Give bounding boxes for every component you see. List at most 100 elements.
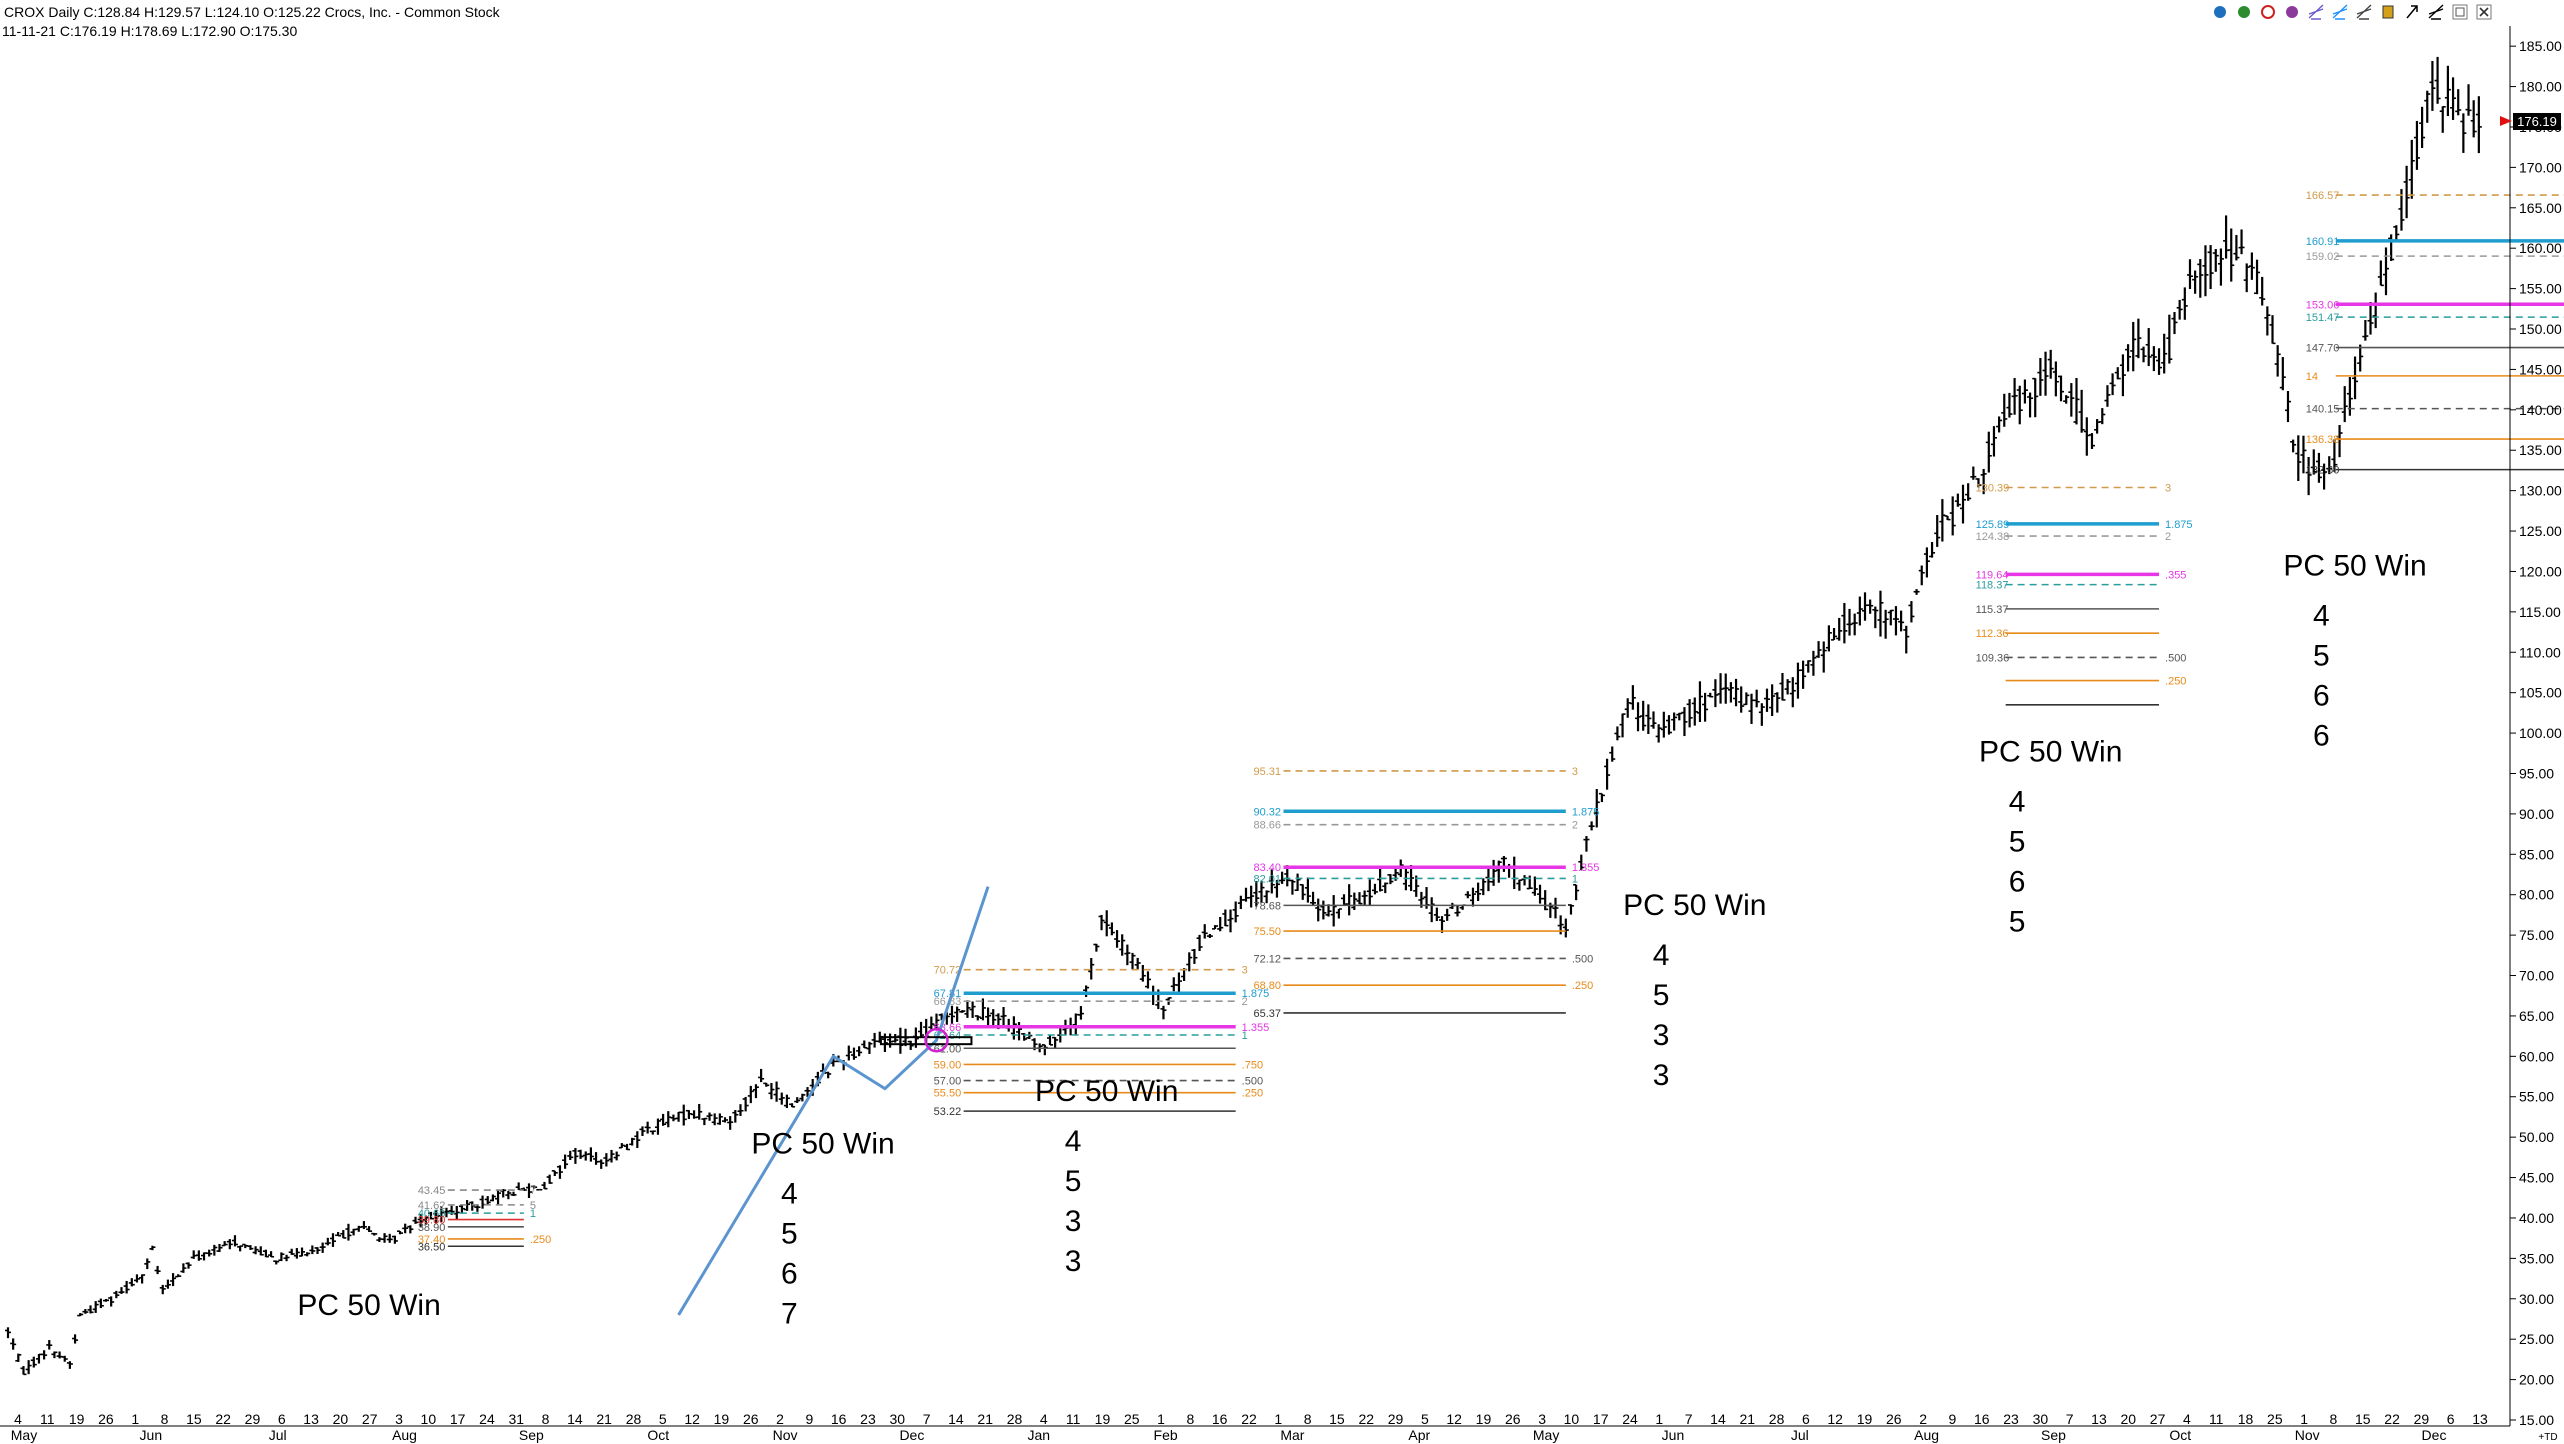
month-label: Oct bbox=[2169, 1427, 2191, 1443]
fib-level-label: 37.40 bbox=[418, 1234, 446, 1246]
price-bar bbox=[366, 1226, 373, 1232]
fib-level-ratio: 7 bbox=[530, 1185, 536, 1197]
price-bar bbox=[2290, 439, 2297, 453]
pc-annotation: PC 50 Win 4 5 6 5 bbox=[1979, 735, 2122, 938]
price-bar bbox=[2310, 449, 2317, 475]
price-bar bbox=[1825, 625, 1832, 652]
date-tick-label: 14 bbox=[948, 1411, 964, 1427]
people-icon[interactable] bbox=[2238, 6, 2250, 18]
price-bar bbox=[1877, 590, 1884, 637]
price-bar bbox=[2326, 456, 2333, 475]
fib-level-ratio: .355 bbox=[2165, 569, 2186, 581]
price-bar bbox=[1088, 958, 1095, 980]
price-bar bbox=[1882, 609, 1889, 639]
close-icon[interactable] bbox=[2476, 4, 2492, 20]
price-bar bbox=[510, 1191, 517, 1197]
price-bar bbox=[1583, 836, 1590, 852]
price-bar bbox=[1304, 877, 1311, 903]
price-bar bbox=[1366, 879, 1373, 907]
price-bar bbox=[541, 1181, 548, 1190]
date-axis[interactable]: 4 11 19 26 1 8 15 22 29 6 13 20 27 3 10 17 24 31 8 14 21 28 5 1… bbox=[0, 1411, 2510, 1443]
price-bar bbox=[2408, 139, 2415, 199]
price-bar bbox=[237, 1245, 244, 1252]
price-bar bbox=[567, 1150, 574, 1161]
price-bar bbox=[1552, 897, 1559, 919]
fan-icon[interactable] bbox=[2332, 4, 2348, 20]
price-bar bbox=[2011, 378, 2018, 415]
date-tick-label: 8 bbox=[2330, 1411, 2338, 1427]
date-tick-label: 4 bbox=[14, 1411, 22, 1427]
price-bar bbox=[139, 1274, 146, 1284]
date-tick-label: 29 bbox=[245, 1411, 261, 1427]
price-tick-label: 100.00 bbox=[2519, 725, 2562, 741]
trend-icon[interactable] bbox=[2428, 4, 2444, 20]
date-tick-label: 24 bbox=[479, 1411, 495, 1427]
price-bar bbox=[732, 1110, 739, 1123]
price-bar bbox=[1268, 869, 1275, 894]
month-label: Nov bbox=[773, 1427, 798, 1443]
date-tick-label: 7 bbox=[1685, 1411, 1693, 1427]
price-tick-label: 75.00 bbox=[2519, 927, 2554, 943]
price-bar bbox=[2171, 312, 2178, 335]
price-bar bbox=[1691, 697, 1698, 726]
price-bar bbox=[72, 1334, 79, 1344]
price-bar bbox=[1836, 617, 1843, 641]
price-bar bbox=[954, 1006, 961, 1022]
price-bar bbox=[773, 1081, 780, 1102]
price-bar bbox=[299, 1247, 306, 1257]
plot-area[interactable]: 43.45 741.62 540.60 139.8038.9037.40.25036.… bbox=[5, 56, 2564, 1376]
month-label: Jun bbox=[140, 1427, 163, 1443]
price-bar bbox=[2321, 463, 2328, 490]
fib-level-ratio: 1.875 bbox=[1242, 988, 1270, 1000]
flame-icon[interactable] bbox=[2286, 6, 2298, 18]
fib-level-label: 55.50 bbox=[934, 1088, 962, 1100]
date-tick-label: 26 bbox=[743, 1411, 759, 1427]
fib-level-label: 14 bbox=[2306, 371, 2318, 383]
pitchfork-icon[interactable] bbox=[2308, 4, 2324, 20]
date-tick-label: 27 bbox=[362, 1411, 378, 1427]
price-tick-label: 45.00 bbox=[2519, 1170, 2554, 1186]
date-tick-label: 26 bbox=[98, 1411, 114, 1427]
bar-info-line: 11-11-21 C:176.19 H:178.69 L:172.90 O:17… bbox=[2, 23, 297, 39]
fib-level-label: 90.32 bbox=[1253, 806, 1281, 818]
price-bar bbox=[2212, 249, 2219, 272]
lines-icon[interactable] bbox=[2356, 4, 2372, 20]
date-tick-label: 18 bbox=[2238, 1411, 2254, 1427]
price-bar bbox=[314, 1247, 321, 1254]
pc-annotation: PC 50 Win bbox=[297, 1289, 440, 1322]
price-bar bbox=[1439, 916, 1446, 933]
price-tick-label: 50.00 bbox=[2519, 1129, 2554, 1145]
price-tick-label: 130.00 bbox=[2519, 483, 2562, 499]
price-bar bbox=[1923, 547, 1930, 578]
symbol-info-line: CROX Daily C:128.84 H:129.57 L:124.10 O:… bbox=[4, 4, 501, 20]
fib-level-ratio: .500 bbox=[2165, 652, 2186, 664]
arrow-icon[interactable] bbox=[2406, 5, 2418, 19]
price-bar bbox=[2475, 96, 2482, 154]
price-axis[interactable]: 15.00 20.00 25.00 30.00 35.00 40.00 45.00 50.00… bbox=[2509, 26, 2562, 1428]
restore-icon[interactable] bbox=[2452, 4, 2468, 20]
price-tick-label: 140.00 bbox=[2519, 402, 2562, 418]
price-bar bbox=[1114, 930, 1121, 948]
circle-icon[interactable] bbox=[2261, 5, 2275, 19]
cloud-icon[interactable] bbox=[2214, 6, 2226, 18]
price-bar bbox=[51, 1351, 58, 1359]
price-bar bbox=[701, 1117, 708, 1126]
projection-overlay bbox=[677, 886, 990, 1316]
month-label: Sep bbox=[519, 1427, 544, 1443]
price-bar bbox=[1696, 681, 1703, 723]
price-bar bbox=[381, 1233, 388, 1243]
price-bar bbox=[1232, 901, 1239, 923]
annotation-count: 6 bbox=[2313, 719, 2330, 752]
fib-level-ratio: .500 bbox=[1572, 953, 1593, 965]
price-bar bbox=[2279, 357, 2286, 391]
price-bar bbox=[1903, 625, 1910, 654]
price-bar bbox=[799, 1093, 806, 1102]
price-bar bbox=[856, 1046, 863, 1057]
price-bar bbox=[1960, 484, 1967, 524]
price-bar bbox=[1083, 985, 1090, 997]
marker-icon[interactable] bbox=[2382, 5, 2394, 19]
price-tick-label: 60.00 bbox=[2519, 1048, 2554, 1064]
